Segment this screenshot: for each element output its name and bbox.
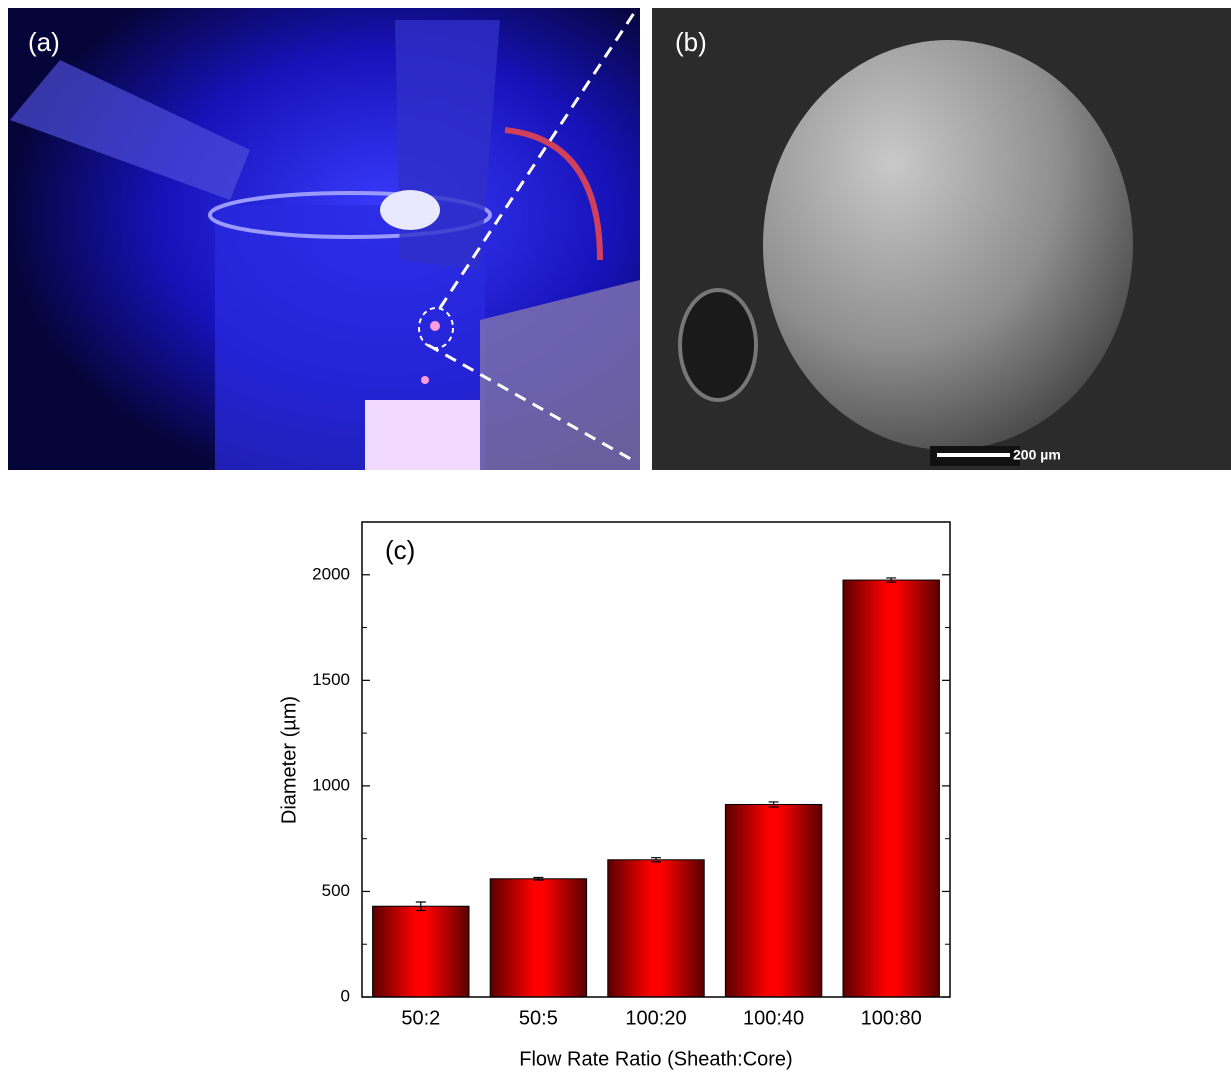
- x-tick-label: 100:80: [861, 1007, 922, 1029]
- bar: [842, 579, 940, 998]
- plot-frame: [361, 521, 951, 998]
- panel-label: (b): [675, 27, 707, 57]
- panel-label: (a): [28, 27, 60, 57]
- bar: [489, 878, 588, 998]
- bar: [724, 803, 823, 998]
- error-bar: [533, 876, 544, 881]
- photo-b: [652, 8, 1231, 470]
- scale-bar-label: 200 µm: [1013, 447, 1061, 463]
- bar: [372, 905, 470, 998]
- y-tick-label: 2000: [312, 564, 350, 583]
- photo-a: [8, 8, 640, 470]
- x-tick-label: 100:40: [743, 1007, 804, 1029]
- error-bar: [415, 901, 426, 912]
- error-bar: [886, 577, 897, 583]
- x-tick-label: 100:20: [625, 1007, 686, 1029]
- error-bar: [651, 857, 661, 863]
- y-tick-label: 1000: [312, 775, 350, 794]
- x-axis-label: Flow Rate Ratio (Sheath:Core): [519, 1048, 792, 1070]
- bar: [607, 859, 705, 998]
- error-bar: [768, 801, 779, 808]
- panel-label: (c): [385, 535, 415, 565]
- y-tick-label: 0: [341, 986, 350, 1005]
- y-tick-label: 1500: [312, 670, 350, 689]
- x-tick-label: 50:5: [519, 1007, 558, 1029]
- y-axis-label: Diameter (µm): [278, 696, 300, 824]
- y-tick-label: 500: [322, 881, 350, 900]
- x-tick-label: 50:2: [401, 1007, 440, 1029]
